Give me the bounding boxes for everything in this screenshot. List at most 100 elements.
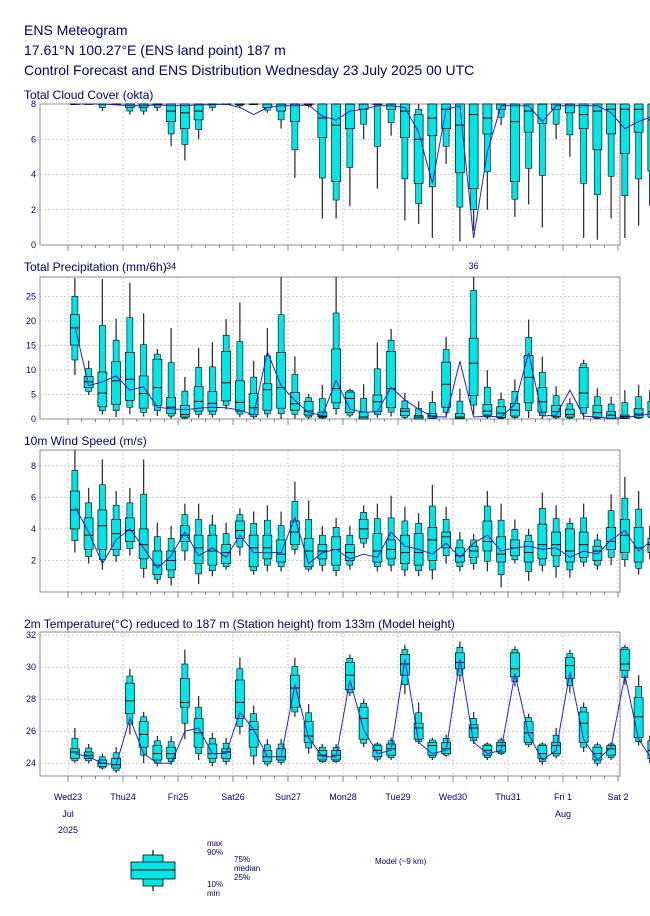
ens-box-iqr [578,367,589,409]
ens-box [413,513,424,577]
ens-box-iqr [193,386,204,412]
ens-box-iqr [427,526,438,561]
ens-box-iqr [551,531,561,557]
ens-box-iqr [97,371,108,408]
ens-box [152,348,163,417]
ens-box-iqr [455,103,465,174]
ens-box-iqr [111,361,121,405]
ens-box-iqr [537,523,548,560]
ens-box-iqr [345,662,355,690]
ens-box-iqr [276,352,286,409]
ens-box-90 [209,366,216,415]
ens-box-90 [374,103,381,147]
ens-box-iqr [441,531,451,549]
y-tick-label: 25 [26,292,36,302]
ens-box-iqr [193,534,204,564]
legend-median-label: median [234,864,260,873]
ens-box [372,103,383,189]
ens-box [496,503,506,588]
ens-box-iqr [455,547,465,563]
ens-box [592,533,603,570]
ens-box [331,744,341,764]
ens-box [592,103,603,240]
ens-box [386,328,396,417]
ens-box-iqr [647,740,650,759]
ens-box [317,744,328,764]
ens-box [372,342,383,418]
ens-box [138,459,149,578]
ens-box [262,739,273,767]
ens-box [565,649,575,693]
ens-box-iqr [207,743,218,759]
panel-title: Total Cloud Cover (okta) [24,88,153,102]
ens-box-iqr [152,358,163,406]
ens-box-iqr [207,391,218,412]
panel-title: 2m Temperature(°C) reduced to 187 m (Sta… [24,617,455,631]
ens-box [276,277,286,419]
ens-box [606,396,616,420]
ens-box [620,644,630,685]
location-line: 17.61°N 100.27°E (ENS land point) 187 m [24,42,286,58]
panel-frame [39,631,621,777]
ens-box-iqr [496,742,506,753]
ens-box-iqr [523,541,534,563]
ens-box-iqr [620,519,630,553]
ens-box-iqr [578,103,589,130]
ens-box-iqr [248,534,259,568]
ens-box [345,103,355,207]
month-label: Aug [555,809,571,819]
ens-box-iqr [468,337,479,396]
y-tick-label: 5 [31,390,36,400]
ens-box-iqr [647,103,650,172]
ens-box [565,398,575,419]
ens-box-iqr [83,517,94,550]
ens-box [303,500,314,572]
ens-box [166,327,176,419]
ens-box-iqr [510,103,520,182]
ens-box-iqr [386,351,396,409]
ens-box-iqr [235,679,245,719]
control-forecast-line [74,659,650,766]
ens-box [551,386,561,419]
ens-box [427,103,438,238]
ens-box [193,348,204,418]
y-tick-label: 28 [26,694,36,704]
ens-box [482,370,493,419]
ens-box [400,103,410,221]
ens-box-iqr [290,674,300,708]
ens-box-90 [99,325,106,411]
ens-box-iqr [166,397,176,414]
ens-box-iqr [235,380,245,412]
ens-box [70,728,80,764]
ens-box [565,103,575,157]
y-tick-label: 32 [26,630,36,640]
ens-box [496,392,506,419]
ens-box-iqr [248,393,259,415]
y-tick-label: 20 [26,316,36,326]
ens-box-iqr [193,103,204,121]
ens-box [248,705,259,765]
ens-box [633,103,644,226]
ens-box-iqr [647,538,650,553]
ens-box-iqr [248,721,259,748]
ens-box [97,103,108,112]
meteogram-title: ENS Meteogram [24,22,128,38]
ens-box [565,517,575,578]
ens-box [262,327,273,418]
ens-box-iqr [565,528,575,563]
ens-box [138,712,149,764]
ens-box-90 [374,368,381,415]
ens-box [606,103,616,219]
ens-box [523,528,534,581]
ens-box-iqr [413,722,424,740]
panel-title: 10m Wind Speed (m/s) [24,434,147,448]
ens-box-iqr [606,103,616,135]
y-tick-label: 4 [31,524,36,534]
ens-box-iqr [290,103,300,122]
ens-box-iqr [633,526,644,563]
ens-box-iqr [565,408,575,418]
ens-box [248,360,259,419]
ens-box [166,736,176,765]
y-tick-label: 8 [31,99,36,109]
